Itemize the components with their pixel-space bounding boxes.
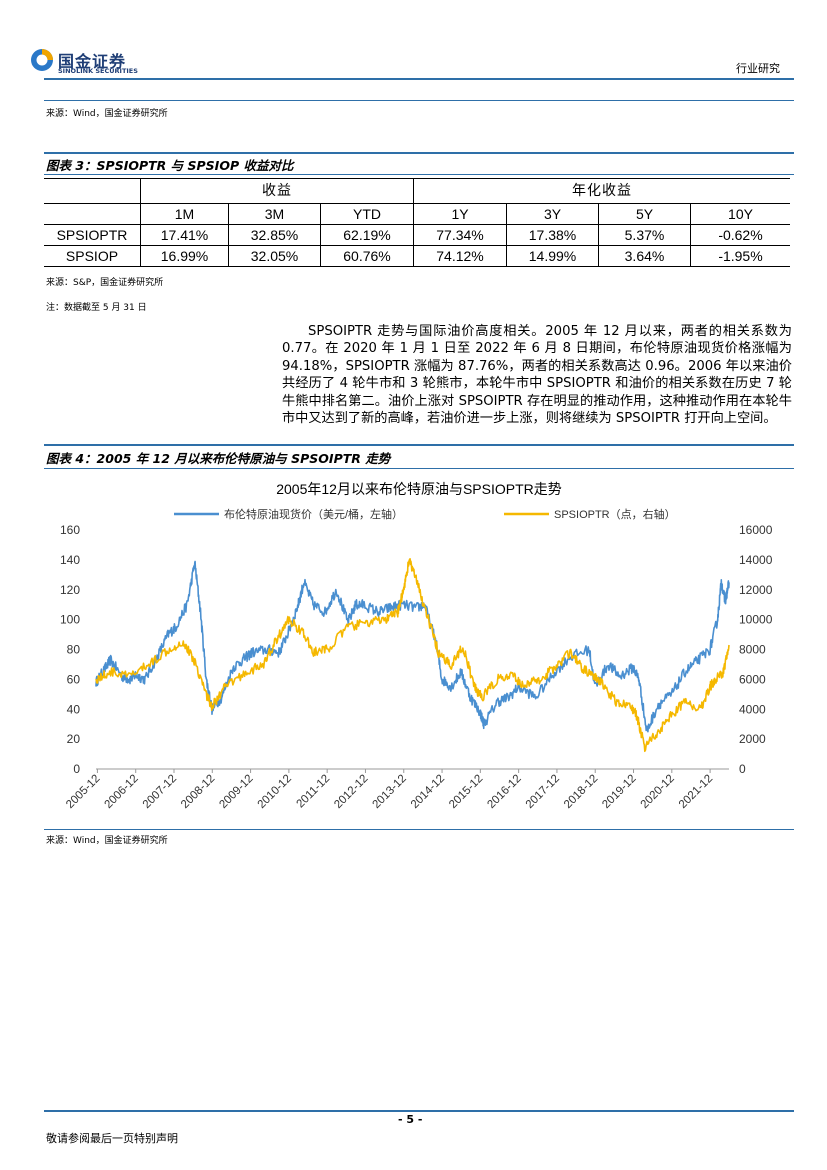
x-tick-label: 2011-12 bbox=[295, 773, 333, 811]
y-left-tick-label: 120 bbox=[60, 583, 80, 597]
table-row: SPSIOPTR 17.41% 32.85% 62.19% 77.34% 17.… bbox=[44, 224, 790, 246]
table-group-header: 收益 年化收益 bbox=[44, 178, 790, 204]
table-cell: 16.99% bbox=[140, 245, 229, 267]
col-3m: 3M bbox=[228, 203, 321, 225]
chart-title: 2005年12月以来布伦特原油与SPSIOPTR走势 bbox=[276, 481, 562, 497]
series-spsioptr-line bbox=[95, 558, 730, 753]
x-tick-label: 2005-12 bbox=[64, 773, 102, 811]
col-blank bbox=[44, 203, 141, 225]
chart-caption: 图表 4：2005 年 12 月以来布伦特原油与 SPSOIPTR 走势 bbox=[46, 451, 391, 466]
rule-2 bbox=[44, 152, 794, 154]
y-left-tick-label: 20 bbox=[67, 732, 81, 746]
col-ytd: YTD bbox=[320, 203, 414, 225]
chart-source: 来源：Wind，国金证券研究所 bbox=[46, 836, 168, 846]
y-right-tick-label: 2000 bbox=[739, 732, 766, 746]
x-tick-label: 2020-12 bbox=[639, 773, 677, 811]
col-5y: 5Y bbox=[598, 203, 691, 225]
table-source: 来源：S&P，国金证券研究所 bbox=[46, 278, 164, 288]
x-tick-label: 2018-12 bbox=[562, 773, 600, 811]
performance-table: 收益 年化收益 1M 3M YTD 1Y 3Y 5Y 10Y SPSIOPTR … bbox=[44, 178, 790, 267]
table-row: SPSIOP 16.99% 32.05% 60.76% 74.12% 14.99… bbox=[44, 245, 790, 267]
table-cell: 32.85% bbox=[228, 224, 321, 246]
col-1y: 1Y bbox=[413, 203, 507, 225]
y-right-tick-label: 4000 bbox=[739, 702, 766, 716]
y-right-tick-label: 16000 bbox=[739, 523, 773, 537]
table-cell: 3.64% bbox=[598, 245, 691, 267]
rule-3 bbox=[44, 174, 794, 175]
table-cell: 5.37% bbox=[598, 224, 691, 246]
y-left-tick-label: 60 bbox=[67, 672, 81, 686]
y-left-tick-label: 0 bbox=[73, 762, 80, 776]
x-tick-label: 2015-12 bbox=[447, 773, 485, 811]
table-cell: 60.76% bbox=[320, 245, 414, 267]
col-1m: 1M bbox=[140, 203, 229, 225]
table-cell: 14.99% bbox=[506, 245, 599, 267]
y-right-tick-label: 10000 bbox=[739, 613, 773, 627]
x-tick-label: 2009-12 bbox=[217, 773, 255, 811]
table-caption: 图表 3：SPSIOPTR 与 SPSIOP 收益对比 bbox=[46, 158, 294, 173]
logo-en: SINOLINK SECURITIES bbox=[58, 67, 138, 75]
table-cell: 62.19% bbox=[320, 224, 414, 246]
rule-4 bbox=[44, 444, 794, 446]
y-right-tick-label: 8000 bbox=[739, 643, 766, 657]
body-paragraph: SPSOIPTR 走势与国际油价高度相关。2005 年 12 月以来，两者的相关… bbox=[282, 324, 792, 427]
section-label: 行业研究 bbox=[736, 62, 780, 75]
y-left-tick-label: 80 bbox=[67, 643, 81, 657]
footer-rule bbox=[44, 1110, 794, 1112]
logo-cn: 国金证券 bbox=[58, 52, 127, 71]
y-left-tick-label: 140 bbox=[60, 553, 80, 567]
table-cell: 17.41% bbox=[140, 224, 229, 246]
y-right-tick-label: 6000 bbox=[739, 672, 766, 686]
y-left-tick-label: 40 bbox=[67, 702, 81, 716]
group-annualized: 年化收益 bbox=[413, 178, 790, 204]
source-top: 来源：Wind，国金证券研究所 bbox=[46, 109, 168, 119]
table-cell: 77.34% bbox=[413, 224, 507, 246]
table-cell: -0.62% bbox=[690, 224, 790, 246]
legend-brent: 布伦特原油现货价（美元/桶，左轴） bbox=[224, 507, 403, 521]
y-left-tick-label: 160 bbox=[60, 523, 80, 537]
series-brent-line bbox=[95, 560, 730, 733]
row-label: SPSIOP bbox=[44, 245, 141, 267]
header-rule bbox=[44, 78, 794, 80]
table-cell: 74.12% bbox=[413, 245, 507, 267]
page-number: - 5 - bbox=[398, 1113, 423, 1126]
group-returns: 收益 bbox=[140, 178, 414, 204]
x-tick-label: 2008-12 bbox=[179, 773, 217, 811]
y-right-tick-label: 12000 bbox=[739, 583, 773, 597]
x-tick-label: 2021-12 bbox=[677, 773, 715, 811]
table-cell: 17.38% bbox=[506, 224, 599, 246]
rule-5 bbox=[44, 468, 794, 469]
footer-disclaimer: 敬请参阅最后一页特别声明 bbox=[46, 1132, 178, 1145]
y-right-tick-label: 0 bbox=[739, 762, 746, 776]
x-tick-label: 2014-12 bbox=[409, 773, 447, 811]
logo-icon bbox=[31, 49, 53, 71]
table-corner bbox=[44, 178, 141, 204]
col-3y: 3Y bbox=[506, 203, 599, 225]
x-tick-label: 2019-12 bbox=[600, 773, 638, 811]
y-left-tick-label: 100 bbox=[60, 613, 80, 627]
x-tick-label: 2012-12 bbox=[332, 773, 370, 811]
row-label: SPSIOPTR bbox=[44, 224, 141, 246]
table-cell: -1.95% bbox=[690, 245, 790, 267]
y-right-tick-label: 14000 bbox=[739, 553, 773, 567]
col-10y: 10Y bbox=[690, 203, 790, 225]
line-chart: 2005年12月以来布伦特原油与SPSIOPTR走势 布伦特原油现货价（美元/桶… bbox=[60, 481, 773, 811]
x-tick-label: 2017-12 bbox=[524, 773, 562, 811]
rule-1 bbox=[44, 100, 794, 101]
table-col-header: 1M 3M YTD 1Y 3Y 5Y 10Y bbox=[44, 203, 790, 225]
x-tick-label: 2007-12 bbox=[141, 773, 179, 811]
x-tick-label: 2010-12 bbox=[256, 773, 294, 811]
table-note: 注：数据截至 5 月 31 日 bbox=[46, 303, 147, 313]
x-tick-label: 2013-12 bbox=[371, 773, 409, 811]
rule-6 bbox=[44, 829, 794, 830]
table-cell: 32.05% bbox=[228, 245, 321, 267]
x-tick-label: 2006-12 bbox=[102, 773, 140, 811]
legend-spsioptr: SPSIOPTR（点，右轴） bbox=[554, 507, 676, 521]
x-tick-label: 2016-12 bbox=[485, 773, 523, 811]
